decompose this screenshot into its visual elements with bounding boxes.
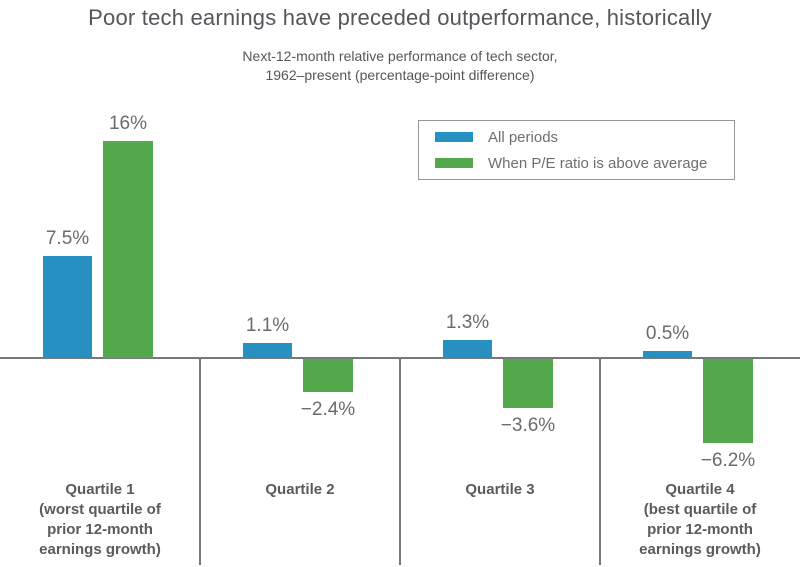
category-label-q3: Quartile 3 bbox=[465, 481, 535, 498]
bar-q1-series1 bbox=[43, 256, 92, 358]
quartile-separator-3 bbox=[599, 359, 601, 565]
chart-title: Poor tech earnings have preceded outperf… bbox=[88, 5, 712, 30]
bar-value-label-q2-series1: 1.1% bbox=[245, 315, 290, 336]
legend-box: All periods When P/E ratio is above aver… bbox=[418, 120, 735, 180]
bar-q4-series1 bbox=[643, 351, 692, 358]
bar-q1-series2 bbox=[103, 141, 153, 358]
chart-subtitle-line1: Next-12-month relative performance of te… bbox=[242, 48, 558, 64]
legend-item-pe-above-average: When P/E ratio is above average bbox=[435, 155, 734, 172]
bar-value-label-q3-series2: −3.6% bbox=[500, 415, 556, 436]
bar-q3-series2 bbox=[503, 359, 553, 408]
bar-value-label-q1-series2: 16% bbox=[108, 113, 148, 134]
bar-q2-series2 bbox=[303, 359, 353, 392]
x-axis-baseline bbox=[0, 357, 800, 359]
bar-value-label-q3-series1: 1.3% bbox=[445, 312, 490, 333]
legend-item-all-periods: All periods bbox=[435, 129, 734, 146]
chart-subtitle: Next-12-month relative performance of te… bbox=[0, 47, 800, 85]
category-label-q1: Quartile 1 (worst quartile of prior 12-mon… bbox=[39, 481, 161, 558]
bar-q4-series2 bbox=[703, 359, 753, 443]
bar-value-label-q4-series2: −6.2% bbox=[700, 450, 756, 471]
chart-subtitle-line2: 1962–present (percentage-point differenc… bbox=[265, 67, 535, 83]
legend-swatch-green-icon bbox=[435, 158, 473, 168]
category-label-q4: Quartile 4 (best quartile of prior 12-mont… bbox=[639, 481, 761, 558]
bar-value-label-q1-series1: 7.5% bbox=[45, 228, 90, 249]
quartile-separator-1 bbox=[199, 359, 201, 565]
legend-swatch-blue-icon bbox=[435, 132, 473, 142]
legend-label-pe-above-average: When P/E ratio is above average bbox=[488, 154, 708, 172]
bar-q3-series1 bbox=[443, 340, 492, 358]
category-label-q2: Quartile 2 bbox=[265, 481, 335, 498]
quartile-separator-2 bbox=[399, 359, 401, 565]
bar-value-label-q4-series1: 0.5% bbox=[645, 323, 690, 344]
bar-value-label-q2-series2: −2.4% bbox=[300, 399, 356, 420]
legend-label-all-periods: All periods bbox=[488, 128, 559, 146]
bar-q2-series1 bbox=[243, 343, 292, 358]
